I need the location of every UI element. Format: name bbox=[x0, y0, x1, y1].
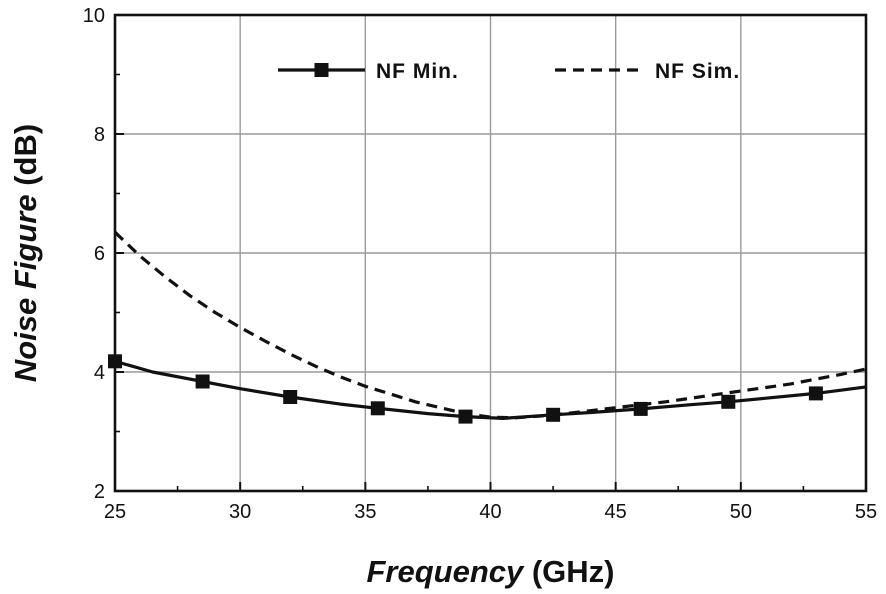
legend-nf-sim-label: NF Sim. bbox=[655, 60, 740, 83]
nf-min-marker bbox=[808, 386, 823, 401]
x-tick-label: 50 bbox=[730, 501, 752, 523]
x-tick-label: 55 bbox=[855, 501, 877, 523]
nf-min-marker bbox=[546, 407, 561, 422]
nf-min-marker bbox=[458, 409, 473, 424]
y-tick-label: 6 bbox=[94, 243, 105, 265]
y-tick-label: 10 bbox=[83, 5, 105, 27]
y-axis-title-italic: Noise Figure bbox=[8, 194, 43, 382]
nf-min-marker bbox=[721, 394, 736, 409]
y-axis-ticks: 2 4 6 8 10 bbox=[83, 5, 124, 503]
nf-min-marker bbox=[370, 401, 385, 416]
nf-min-marker bbox=[633, 401, 648, 416]
x-tick-label: 35 bbox=[354, 501, 376, 523]
nf-min-marker bbox=[283, 390, 298, 404]
legend: NF Min. NF Sim. bbox=[278, 60, 740, 83]
legend-nf-min-label: NF Min. bbox=[376, 60, 459, 83]
y-tick-label: 8 bbox=[94, 124, 105, 146]
y-tick-label: 4 bbox=[94, 362, 105, 384]
x-tick-label: 25 bbox=[104, 501, 126, 523]
x-tick-label: 45 bbox=[605, 501, 627, 523]
x-tick-label: 30 bbox=[229, 501, 251, 523]
legend-nf-min-marker bbox=[314, 63, 329, 77]
x-axis-title-unit: (GHz) bbox=[523, 554, 614, 589]
x-tick-label: 40 bbox=[479, 501, 501, 523]
y-axis-title-unit: (dB) bbox=[8, 124, 43, 195]
y-axis-title: Noise Figure (dB) bbox=[8, 124, 43, 382]
x-axis-title-italic: Frequency bbox=[366, 554, 525, 589]
series-layer bbox=[108, 231, 867, 424]
gridlines bbox=[115, 15, 866, 491]
y-tick-label: 2 bbox=[94, 481, 105, 503]
nf-min-marker bbox=[195, 374, 210, 389]
x-axis-ticks: 25 30 35 40 45 50 55 bbox=[104, 482, 877, 523]
x-axis-title: Frequency (GHz) bbox=[366, 554, 614, 589]
